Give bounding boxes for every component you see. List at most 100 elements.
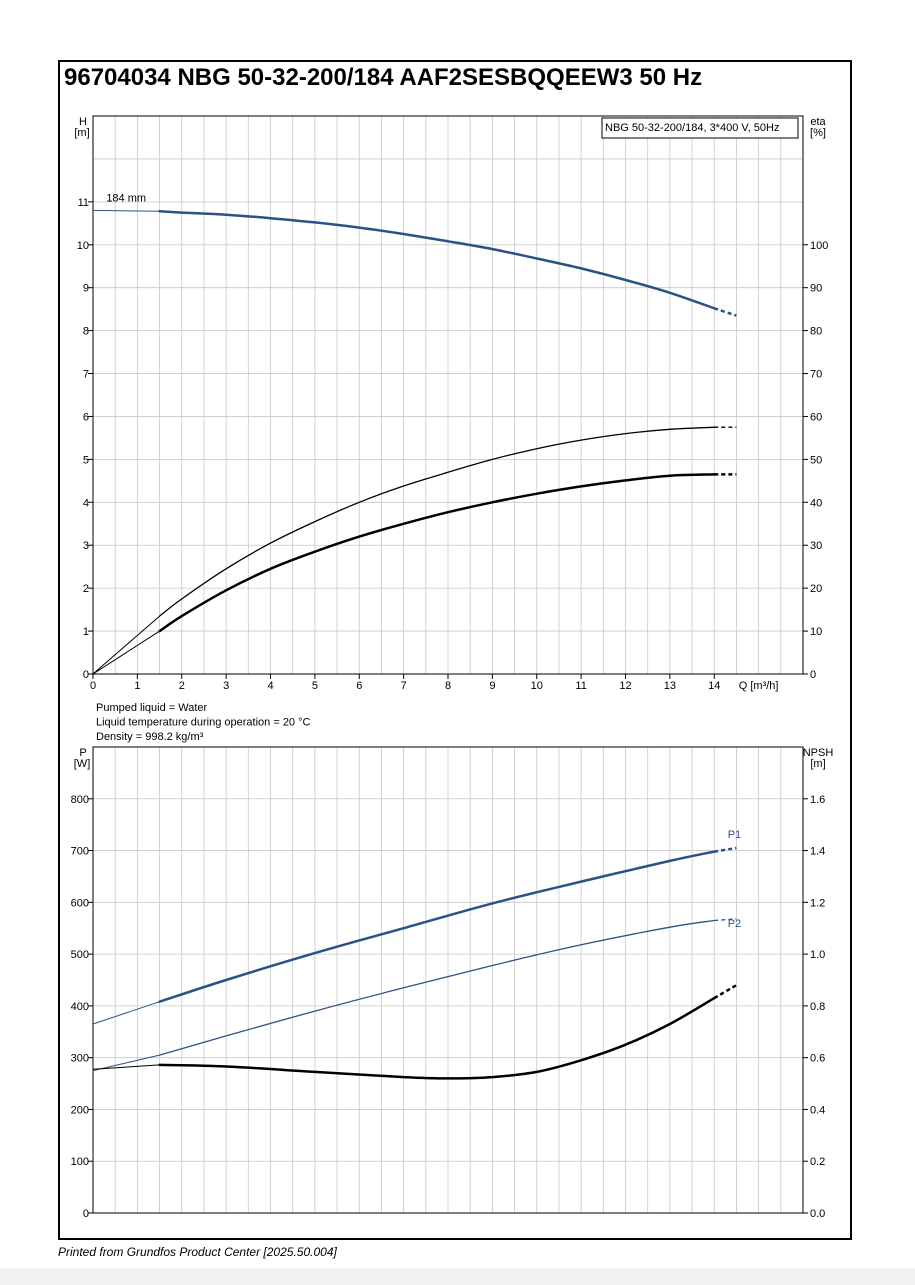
chart-head-efficiency: 012345678910110102030405060708090100H[m]… — [74, 115, 828, 743]
x-axis-tick-label: 8 — [445, 680, 451, 692]
right-axis-tick-label: 90 — [810, 283, 822, 295]
right-axis-tick-label: 0.6 — [810, 1053, 825, 1065]
left-axis-tick-label: 300 — [71, 1053, 89, 1065]
right-axis-tick-label: 30 — [810, 540, 822, 552]
left-axis-tick-label: 600 — [71, 897, 89, 909]
right-axis-tick-label: 70 — [810, 369, 822, 381]
left-axis-tick-label: 10 — [77, 240, 89, 252]
series-P1: P1 — [92, 829, 741, 1025]
right-axis-unit: [%] — [810, 127, 826, 139]
series-eta-total-extrapolated — [92, 630, 160, 675]
left-axis-tick-label: 400 — [71, 1001, 89, 1013]
right-axis-tick-label: 0.4 — [810, 1104, 825, 1116]
series-P1-extrapolated — [92, 1001, 160, 1025]
left-axis-tick-label: 9 — [83, 283, 89, 295]
series-eta-hydraulic-line — [158, 426, 715, 617]
left-axis-tick-label: 700 — [71, 846, 89, 858]
right-axis-tick-label: 10 — [810, 626, 822, 638]
left-axis-tick-label: 8 — [83, 326, 89, 338]
left-axis-tick-label: 6 — [83, 411, 89, 423]
series-eta-total — [92, 473, 737, 675]
left-axis-tick-label: 2 — [83, 583, 89, 595]
legend-box-text: NBG 50-32-200/184, 3*400 V, 50Hz — [605, 122, 780, 134]
left-axis-tick-label: 4 — [83, 497, 89, 509]
x-axis-tick-label: 4 — [267, 680, 273, 692]
left-axis-label: H — [79, 116, 87, 128]
x-axis-label: Q [m³/h] — [739, 680, 779, 692]
plot-area-border — [92, 746, 804, 1214]
right-axis-tick-label: 20 — [810, 583, 822, 595]
right-axis-tick-label: 0.0 — [810, 1208, 825, 1220]
right-axis-tick-label: 0 — [810, 669, 816, 681]
left-axis-unit: [W] — [74, 758, 91, 770]
left-axis-tick-label: 200 — [71, 1104, 89, 1116]
series-H-extrapolated — [92, 209, 160, 212]
chart-power-npsh: 0 100 200 300 400 500 600 700 800 0.0 0.2 0.4 0.6 0.8… — [71, 746, 834, 1220]
series-NPSH-dashed — [713, 984, 738, 1000]
left-axis-tick-label: 11 — [78, 197, 89, 209]
series-eta-hydraulic-extrapolated — [92, 615, 160, 675]
right-axis-tick-label: 40 — [810, 497, 822, 509]
page-title: 96704034 NBG 50-32-200/184 AAF2SESBQQEEW… — [64, 64, 703, 91]
series-P2: P2 — [92, 918, 741, 1072]
legend-box — [601, 117, 799, 139]
x-axis-tick-label: 2 — [179, 680, 185, 692]
right-axis-tick-label: 0.8 — [810, 1001, 825, 1013]
series-P2-line — [158, 919, 715, 1056]
bottom-strip — [0, 1268, 915, 1285]
right-axis-tick-label: 1.6 — [810, 794, 825, 806]
right-axis-tick-label: 100 — [810, 240, 828, 252]
right-axis-tick-label: 0.2 — [810, 1156, 825, 1168]
left-axis-tick-label: 800 — [71, 794, 89, 806]
left-axis-tick-label: 0 — [83, 669, 89, 681]
series-H-annotation: 184 mm — [106, 192, 146, 204]
left-axis-tick-label: 100 — [71, 1156, 89, 1168]
info-line: Pumped liquid = Water — [96, 702, 208, 714]
right-axis-label: eta — [810, 116, 826, 128]
left-axis-tick-label: 5 — [83, 454, 89, 466]
right-axis-tick-label: 50 — [810, 454, 822, 466]
series-H-dashed — [713, 307, 737, 317]
series-P2-dashed — [714, 918, 737, 922]
x-axis-tick-label: 14 — [708, 680, 720, 692]
series-NPSH-extrapolated — [92, 1064, 160, 1070]
series-eta-hydraulic — [92, 426, 737, 675]
x-axis-tick-label: 9 — [489, 680, 495, 692]
series-NPSH — [92, 984, 738, 1080]
x-axis-tick-label: 7 — [401, 680, 407, 692]
page-frame — [58, 60, 852, 1240]
x-axis-tick-label: 6 — [356, 680, 362, 692]
left-axis-unit: [m] — [74, 127, 89, 139]
series-eta-total-line — [158, 473, 716, 633]
left-axis-tick-label: 3 — [83, 540, 89, 552]
right-axis-tick-label: 1.0 — [810, 949, 825, 961]
right-axis-tick-label: 1.4 — [810, 846, 825, 858]
right-axis-label: NPSH — [803, 747, 834, 759]
left-axis-label: P — [79, 747, 86, 759]
info-line: Density = 998.2 kg/m³ — [96, 731, 204, 743]
right-axis-tick-label: 60 — [810, 411, 822, 423]
x-axis-tick-label: 10 — [531, 680, 543, 692]
x-axis-tick-label: 0 — [90, 680, 96, 692]
x-axis-tick-label: 1 — [134, 680, 140, 692]
x-axis-tick-label: 11 — [575, 680, 586, 692]
left-axis-tick-label: 1 — [83, 626, 89, 638]
series-P1-dashed — [714, 846, 737, 853]
left-axis-tick-label: 7 — [83, 369, 89, 381]
series-H: 184 mm — [92, 192, 737, 317]
right-axis-unit: [m] — [810, 758, 825, 770]
series-P2-label: P2 — [728, 918, 741, 930]
x-axis-tick-label: 13 — [664, 680, 676, 692]
series-NPSH-line — [158, 996, 716, 1080]
right-axis-tick-label: 1.2 — [810, 897, 825, 909]
series-H-line — [158, 210, 716, 310]
series-P2-extrapolated — [92, 1054, 160, 1072]
info-line: Liquid temperature during operation = 20… — [96, 717, 311, 729]
x-axis-tick-label: 12 — [619, 680, 631, 692]
series-P1-line — [158, 850, 716, 1003]
left-axis-tick-label: 0 — [83, 1208, 89, 1220]
left-axis-tick-label: 500 — [71, 949, 89, 961]
right-axis-tick-label: 80 — [810, 326, 822, 338]
series-P1-label: P1 — [728, 829, 741, 841]
